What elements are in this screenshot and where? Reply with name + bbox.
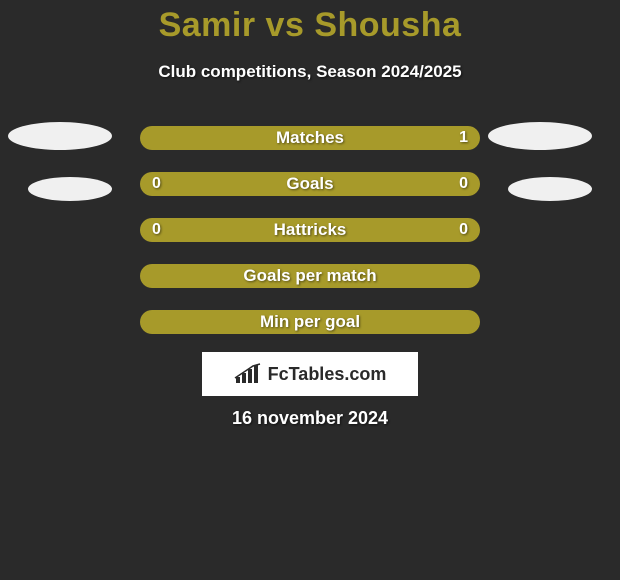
- subtitle: Club competitions, Season 2024/2025: [0, 62, 620, 82]
- logo-text: FcTables.com: [268, 364, 387, 385]
- stat-label: Goals: [286, 174, 333, 194]
- stat-value-left: 0: [152, 172, 161, 196]
- stat-label: Hattricks: [274, 220, 347, 240]
- avatar-left-placeholder: [8, 122, 112, 150]
- logo-box: FcTables.com: [202, 352, 418, 396]
- stat-row: Goals 0 0: [140, 172, 480, 196]
- avatar-left-shadow: [28, 177, 112, 201]
- stat-value-right: 1: [459, 126, 468, 150]
- stat-row: Goals per match: [140, 264, 480, 288]
- stat-row: Matches 1: [140, 126, 480, 150]
- stat-label: Goals per match: [243, 266, 376, 286]
- stat-value-right: 0: [459, 172, 468, 196]
- stat-label: Matches: [276, 128, 344, 148]
- bars-icon: [234, 363, 262, 385]
- title-vs: vs: [266, 6, 305, 44]
- title-player2: Shousha: [314, 6, 461, 44]
- stat-value-left: 0: [152, 218, 161, 242]
- page-title: Samir vs Shousha: [0, 6, 620, 45]
- date-line: 16 november 2024: [0, 408, 620, 429]
- stat-row: Hattricks 0 0: [140, 218, 480, 242]
- avatar-right-shadow: [508, 177, 592, 201]
- avatar-right-placeholder: [488, 122, 592, 150]
- comparison-infographic: Samir vs Shousha Club competitions, Seas…: [0, 0, 620, 580]
- stat-value-right: 0: [459, 218, 468, 242]
- stat-row: Min per goal: [140, 310, 480, 334]
- stat-label: Min per goal: [260, 312, 360, 332]
- title-player1: Samir: [159, 6, 256, 44]
